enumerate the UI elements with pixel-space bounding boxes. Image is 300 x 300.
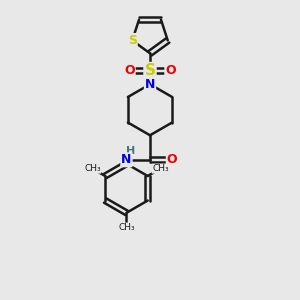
Text: S: S	[128, 34, 137, 47]
Text: N: N	[145, 78, 155, 91]
Text: CH₃: CH₃	[84, 164, 101, 173]
Text: N: N	[121, 153, 132, 166]
Text: O: O	[165, 64, 176, 77]
Text: CH₃: CH₃	[118, 223, 135, 232]
Text: O: O	[167, 153, 177, 166]
Text: H: H	[126, 146, 135, 156]
Text: S: S	[145, 63, 155, 78]
Text: O: O	[124, 64, 135, 77]
Text: CH₃: CH₃	[152, 164, 169, 173]
